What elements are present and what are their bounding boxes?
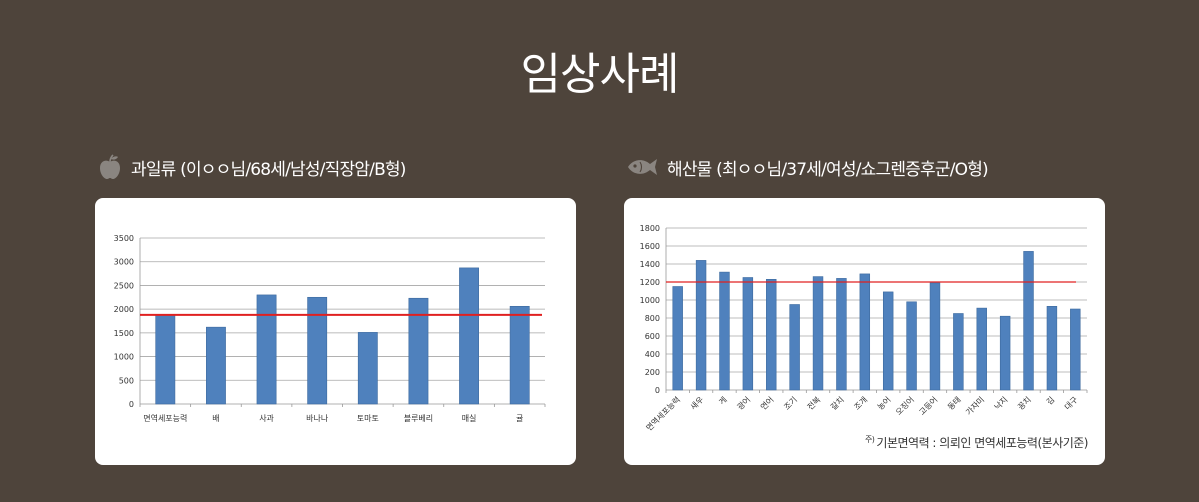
bar xyxy=(256,294,277,405)
x-tick-label: 조개 xyxy=(852,394,869,411)
y-tick-label: 800 xyxy=(645,314,660,323)
x-tick-label: 오징어 xyxy=(893,394,916,417)
y-tick-label: 1200 xyxy=(640,278,660,287)
bar xyxy=(695,260,707,391)
bar xyxy=(789,304,800,391)
bar xyxy=(882,291,894,391)
bar xyxy=(459,267,479,405)
x-tick-label: 대구 xyxy=(1063,395,1080,412)
x-tick-label: 동태 xyxy=(946,395,963,412)
bar xyxy=(906,301,917,391)
y-tick-label: 2500 xyxy=(114,281,134,290)
seafood-bar-chart: 0 200 400 600 800 1000 1200 1400 1600 1800 면역세포능력 새… xyxy=(640,224,1088,433)
x-tick-label: 꽁치 xyxy=(1016,395,1033,412)
x-tick-label: 사과 xyxy=(259,414,274,423)
y-tick-label: 600 xyxy=(645,332,660,341)
x-tick-label: 새우 xyxy=(689,395,706,412)
chart-footnote: 주) 기본면역력 : 의뢰인 면역세포능력(본사기준) xyxy=(864,435,1089,450)
x-tick-label: 연어 xyxy=(758,394,775,411)
apple-icon xyxy=(97,154,123,180)
fruit-chart-card: 0 500 1000 1500 2000 2500 3000 3500 면역세포능력 배 사과 바나나… xyxy=(95,198,576,465)
bar xyxy=(307,296,328,405)
x-tick-label: 토마토 xyxy=(357,414,379,423)
y-tick-label: 0 xyxy=(129,400,134,409)
y-tick-label: 1800 xyxy=(640,224,660,233)
y-tick-label: 0 xyxy=(655,386,660,395)
bar xyxy=(859,273,871,391)
x-tick-label: 고등어 xyxy=(917,394,940,417)
bar xyxy=(1070,308,1081,391)
y-tick-label: 1400 xyxy=(640,260,660,269)
bar xyxy=(999,315,1011,391)
seafood-heading-text: 해산물 (최ㅇㅇ님/37세/여성/쇼그렌증후군/O형) xyxy=(667,159,989,180)
bar xyxy=(408,297,429,405)
y-tick-label: 1600 xyxy=(640,242,660,251)
fruit-bar-chart: 0 500 1000 1500 2000 2500 3000 3500 면역세포능력 배 사과 바나나… xyxy=(114,234,546,423)
x-tick-label: 전복 xyxy=(805,394,822,411)
y-tick-label: 2000 xyxy=(114,305,134,314)
x-tick-label: 귤 xyxy=(516,414,523,423)
x-tick-label: 광어 xyxy=(735,394,752,411)
x-tick-label: 조기 xyxy=(782,395,799,412)
bar xyxy=(766,279,777,391)
x-tick-label: 바나나 xyxy=(306,413,329,423)
y-tick-label: 1500 xyxy=(114,329,134,338)
bar xyxy=(509,305,530,405)
bar xyxy=(976,307,987,391)
bar xyxy=(719,271,730,391)
fruit-heading-text: 과일류 (이ㅇㅇ님/68세/남성/직장암/B형) xyxy=(131,159,406,180)
y-tick-label: 1000 xyxy=(114,353,134,362)
x-tick-label: 블루베리 xyxy=(404,413,433,423)
y-tick-label: 3000 xyxy=(114,258,134,267)
bar xyxy=(1046,306,1058,391)
bar xyxy=(357,332,378,405)
y-tick-label: 1000 xyxy=(640,296,660,305)
page-title: 임상사례 xyxy=(520,49,680,100)
x-tick-label: 면역세포능력 xyxy=(644,394,682,432)
bar xyxy=(812,276,824,391)
y-tick-label: 3500 xyxy=(114,234,134,243)
fruit-section-heading: 과일류 (이ㅇㅇ님/68세/남성/직장암/B형) xyxy=(97,152,406,182)
fish-icon xyxy=(625,154,659,180)
y-tick-label: 200 xyxy=(645,368,660,377)
y-tick-label: 400 xyxy=(645,350,660,359)
bar xyxy=(672,286,683,391)
bar xyxy=(1023,251,1034,391)
x-tick-label: 매실 xyxy=(462,413,477,423)
bar xyxy=(742,277,754,391)
bar xyxy=(929,282,941,391)
x-tick-label: 면역세포능력 xyxy=(143,413,187,423)
x-tick-label: 낙지 xyxy=(992,394,1009,411)
seafood-chart-card: 0 200 400 600 800 1000 1200 1400 1600 1800 면역세포능력 새… xyxy=(624,198,1105,465)
bar xyxy=(953,313,964,391)
x-tick-label: 갈치 xyxy=(829,395,846,412)
bar xyxy=(836,278,847,391)
seafood-section-heading: 해산물 (최ㅇㅇ님/37세/여성/쇼그렌증후군/O형) xyxy=(625,152,989,182)
x-tick-label: 가자미 xyxy=(964,395,986,417)
x-tick-label: 농어 xyxy=(875,394,892,411)
x-tick-label: 김 xyxy=(1044,394,1056,406)
x-tick-label: 게 xyxy=(717,394,729,406)
x-tick-label: 배 xyxy=(212,414,219,423)
y-tick-label: 500 xyxy=(119,376,134,385)
bar xyxy=(155,314,176,405)
bar xyxy=(206,326,226,405)
